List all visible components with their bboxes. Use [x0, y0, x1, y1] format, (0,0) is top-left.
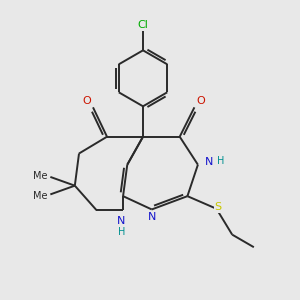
Text: O: O [82, 96, 91, 106]
Text: H: H [217, 156, 224, 166]
Text: N: N [117, 216, 125, 226]
Text: O: O [196, 96, 205, 106]
Text: Me: Me [33, 191, 47, 201]
Text: Me: Me [33, 170, 47, 181]
Text: N: N [148, 212, 156, 222]
Text: Cl: Cl [138, 20, 148, 30]
Text: S: S [214, 202, 222, 212]
Text: H: H [118, 227, 125, 237]
Text: N: N [205, 157, 213, 167]
